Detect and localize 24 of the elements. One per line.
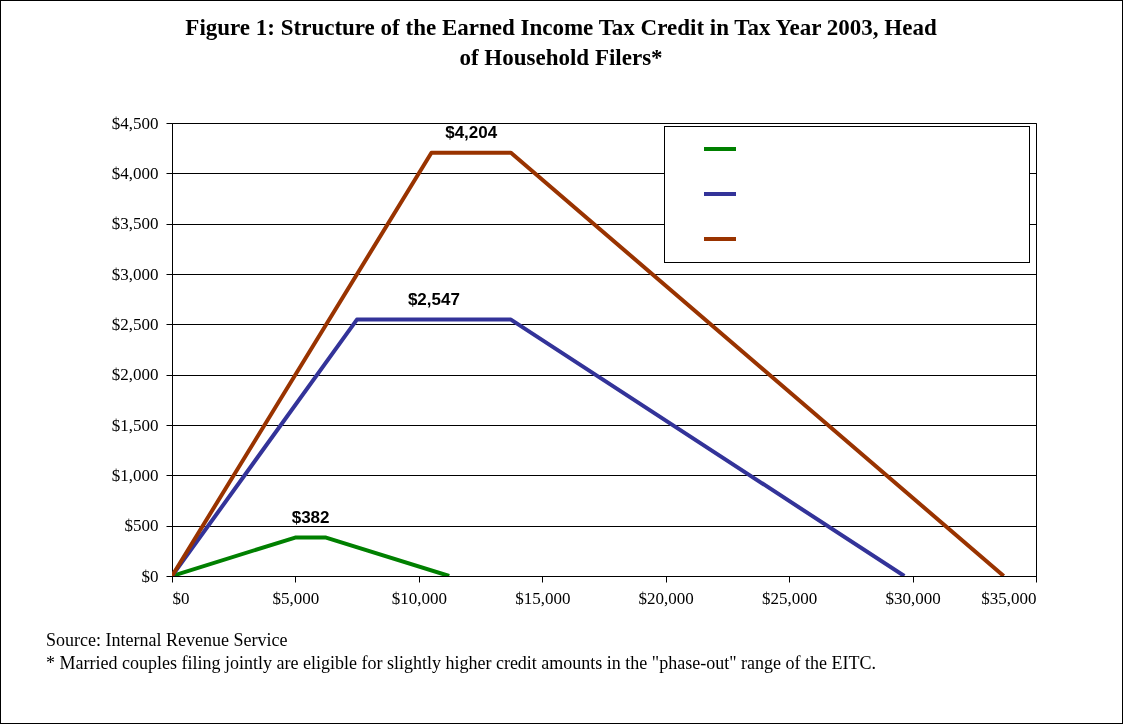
y-tick-label: $4,000 [111, 163, 159, 183]
y-tick-label: $2,500 [111, 314, 159, 334]
y-tick-label: $3,000 [111, 264, 159, 284]
annotation: $382 [291, 507, 330, 527]
annotation: $4,204 [445, 122, 498, 142]
y-tick-label: $1,000 [111, 465, 159, 485]
chart-title: Figure 1: Structure of the Earned Income Tax Credit in Tax Year 2003, Head of Household Filers* [184, 14, 938, 72]
x-tick-label: $25,000 [762, 588, 818, 608]
y-tick-label: $4,500 [111, 113, 159, 133]
y-tick-label: $2,000 [111, 365, 159, 385]
x-tick-label: $10,000 [391, 588, 447, 608]
x-tick-label: $0 [172, 588, 190, 608]
y-tick-label: $500 [124, 516, 159, 536]
text: * Married couples filing jointly are eligible for slightly higher credit amounts in the "phase-out" range of the EITC. [46, 652, 876, 675]
x-tick-label: $35,000 [981, 588, 1037, 608]
source-note: Source: Internal Revenue Service [46, 629, 289, 652]
x-tick-label: $20,000 [638, 588, 694, 608]
x-tick-label: $30,000 [885, 588, 941, 608]
x-tick-label: $5,000 [272, 588, 320, 608]
annotation: $2,547 [407, 289, 460, 309]
y-tick-label: $0 [141, 566, 159, 586]
y-tick-label: $1,500 [111, 415, 159, 435]
x-tick-label: $15,000 [515, 588, 571, 608]
y-tick-label: $3,500 [111, 214, 159, 234]
